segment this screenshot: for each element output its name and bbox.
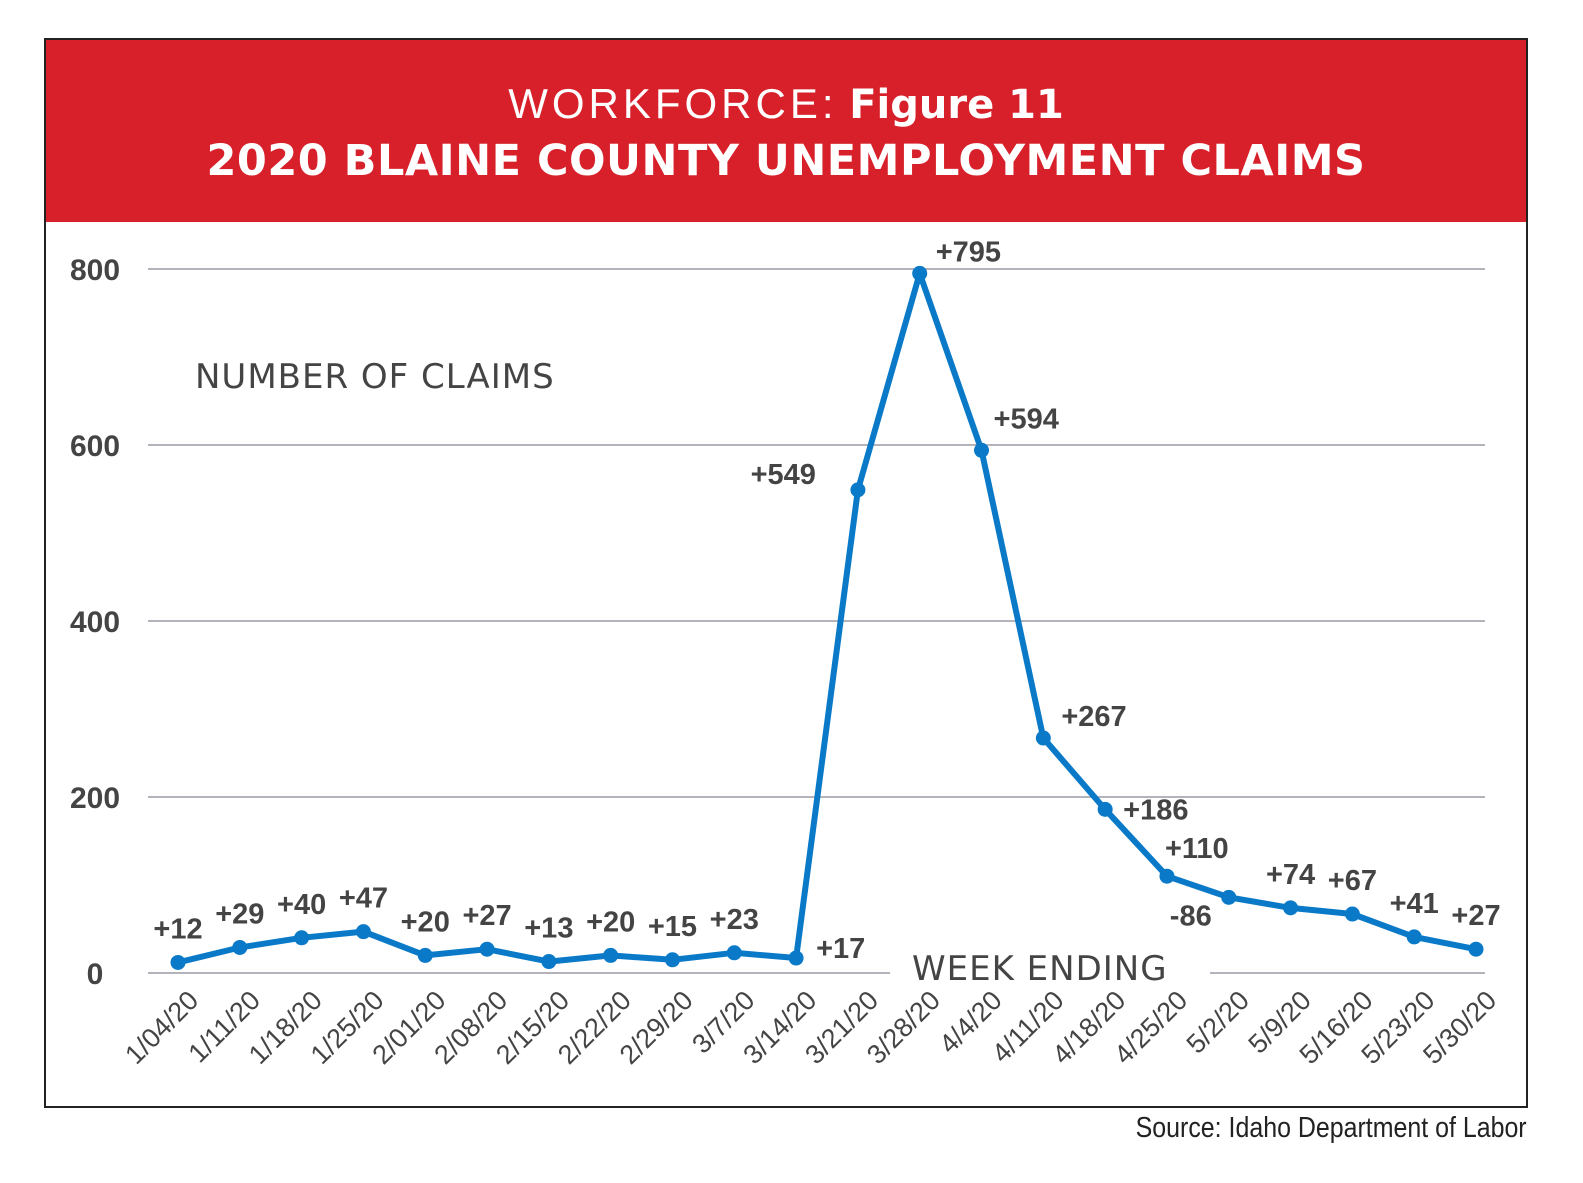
data-label: +20 [401, 906, 450, 938]
data-label: +13 [524, 913, 573, 945]
section-label: WORKFORCE: [508, 80, 838, 127]
figure-kicker: WORKFORCE: Figure 11 [46, 80, 1526, 129]
data-label: +27 [462, 900, 511, 932]
data-label: +74 [1266, 859, 1315, 891]
y-tick-label: 200 [70, 782, 120, 815]
data-point [479, 941, 495, 957]
data-point [1035, 730, 1051, 746]
data-point [1159, 868, 1175, 884]
data-label: +47 [339, 883, 388, 915]
y-tick-label: 0 [87, 958, 104, 991]
data-point [850, 482, 866, 498]
xlabel-backing [890, 945, 1210, 995]
data-label: +40 [277, 889, 326, 921]
data-point [1406, 929, 1422, 945]
y-tick-label: 400 [70, 606, 120, 639]
source-note: Source: Idaho Department of Labor [1136, 1112, 1527, 1144]
data-point [1221, 889, 1237, 905]
series-line [175, 270, 1479, 966]
data-label: +594 [994, 403, 1059, 435]
title-banner: WORKFORCE: Figure 11 2020 BLAINE COUNTY … [46, 40, 1526, 222]
y-tick-label: 800 [70, 254, 120, 287]
data-point [603, 947, 619, 963]
data-point [1344, 906, 1360, 922]
data-point [974, 442, 990, 458]
data-label: +549 [751, 459, 816, 491]
data-label: +67 [1328, 865, 1377, 897]
data-label: +12 [153, 913, 202, 945]
data-point [788, 950, 804, 966]
data-point [1283, 900, 1299, 916]
figure-number: Figure 11 [849, 82, 1064, 128]
data-point [417, 947, 433, 963]
data-point [912, 265, 928, 281]
data-label: +27 [1451, 900, 1500, 932]
data-point [1097, 801, 1113, 817]
data-point [294, 930, 310, 946]
data-point [541, 954, 557, 970]
data-label: +23 [710, 904, 759, 936]
x-axis-title: WEEK ENDING [912, 949, 1168, 989]
chart-frame: WORKFORCE: Figure 11 2020 BLAINE COUNTY … [44, 38, 1528, 1108]
data-label: +15 [648, 911, 697, 943]
data-point [170, 954, 186, 970]
data-label: +41 [1390, 888, 1439, 920]
data-label: +17 [816, 933, 865, 965]
data-point [232, 939, 248, 955]
data-label: +29 [215, 898, 264, 930]
data-label: +795 [936, 236, 1001, 268]
y-tick-label: 600 [70, 430, 120, 463]
data-label: +110 [1165, 833, 1229, 865]
data-point [355, 924, 371, 940]
data-point [1468, 941, 1484, 957]
data-point [664, 952, 680, 968]
data-label: +20 [586, 906, 635, 938]
data-label: -86 [1170, 900, 1212, 932]
data-label: +186 [1123, 794, 1188, 826]
chart-title: 2020 BLAINE COUNTY UNEMPLOYMENT CLAIMS [206, 136, 1366, 186]
data-label: +267 [1061, 701, 1126, 733]
x-tick-label: 5/2/20 [1181, 985, 1255, 1059]
data-point [726, 945, 742, 961]
y-axis-title: NUMBER OF CLAIMS [195, 357, 555, 397]
